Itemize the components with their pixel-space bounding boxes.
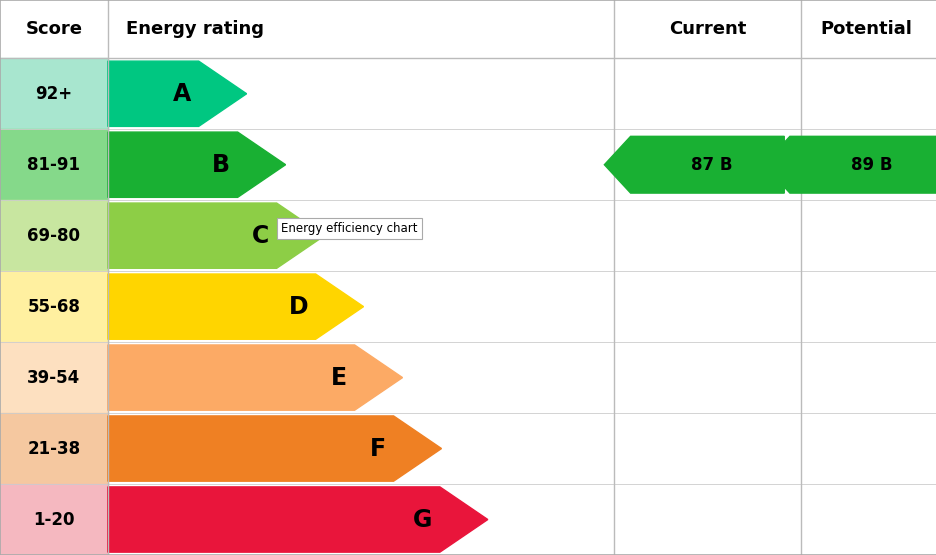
- Polygon shape: [108, 487, 488, 552]
- Bar: [0, 129, 108, 200]
- Polygon shape: [108, 132, 285, 198]
- Text: Current: Current: [668, 20, 745, 38]
- Bar: [0, 0, 936, 58]
- Text: 21-38: 21-38: [27, 440, 80, 457]
- Polygon shape: [108, 61, 246, 127]
- Text: F: F: [370, 437, 386, 461]
- Polygon shape: [108, 345, 402, 410]
- Bar: [0, 342, 108, 413]
- Bar: [0, 200, 108, 271]
- Text: Potential: Potential: [820, 20, 912, 38]
- Polygon shape: [108, 274, 363, 339]
- Text: 81-91: 81-91: [27, 156, 80, 174]
- Polygon shape: [108, 203, 324, 268]
- Text: 1-20: 1-20: [33, 511, 75, 528]
- Polygon shape: [763, 137, 936, 193]
- Text: 87 B: 87 B: [691, 156, 732, 174]
- Text: 89 B: 89 B: [850, 156, 891, 174]
- Text: D: D: [288, 295, 308, 319]
- Text: Score: Score: [25, 20, 82, 38]
- Text: G: G: [413, 507, 431, 532]
- Text: C: C: [252, 224, 269, 248]
- Bar: [0, 413, 108, 484]
- Polygon shape: [108, 416, 441, 481]
- Text: 39-54: 39-54: [27, 369, 80, 387]
- Bar: [0, 484, 108, 555]
- Text: A: A: [173, 82, 191, 106]
- Text: 92+: 92+: [36, 85, 72, 103]
- Bar: [0, 58, 108, 129]
- Text: 69-80: 69-80: [27, 226, 80, 245]
- Text: B: B: [212, 153, 230, 176]
- Text: E: E: [330, 366, 346, 390]
- Text: Energy efficiency chart: Energy efficiency chart: [281, 222, 417, 235]
- Polygon shape: [604, 137, 783, 193]
- Bar: [0, 271, 108, 342]
- Text: Energy rating: Energy rating: [126, 20, 264, 38]
- Text: 55-68: 55-68: [27, 297, 80, 316]
